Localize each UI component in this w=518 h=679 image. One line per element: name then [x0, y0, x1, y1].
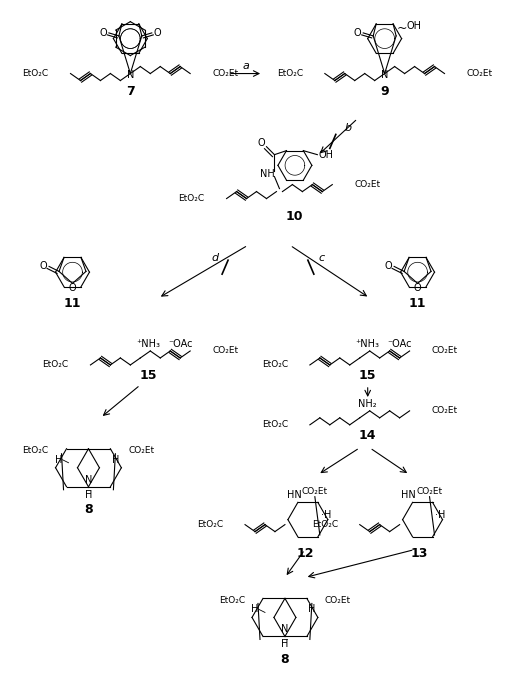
- Text: b: b: [344, 124, 351, 134]
- Text: EtO₂C: EtO₂C: [22, 446, 49, 456]
- Text: EtO₂C: EtO₂C: [262, 361, 288, 369]
- Text: ⁻OAc: ⁻OAc: [168, 339, 193, 349]
- Text: ·H: ·H: [321, 510, 331, 519]
- Text: HN: HN: [286, 490, 301, 500]
- Text: 8: 8: [281, 653, 289, 666]
- Text: CO₂Et: CO₂Et: [431, 346, 458, 356]
- Text: O: O: [154, 28, 162, 38]
- Text: ⁻OAc: ⁻OAc: [387, 339, 412, 349]
- Text: 15: 15: [359, 369, 377, 382]
- Text: 11: 11: [409, 297, 426, 310]
- Text: 11: 11: [64, 297, 81, 310]
- Text: CO₂Et: CO₂Et: [302, 488, 328, 496]
- Text: OH: OH: [407, 21, 422, 31]
- Text: EtO₂C: EtO₂C: [219, 596, 245, 605]
- Text: EtO₂C: EtO₂C: [277, 69, 303, 78]
- Text: CO₂Et: CO₂Et: [325, 596, 351, 605]
- Text: ⁺NH₃: ⁺NH₃: [356, 339, 380, 349]
- Text: O: O: [384, 261, 392, 272]
- Text: EtO₂C: EtO₂C: [197, 520, 223, 529]
- Text: 7: 7: [126, 85, 135, 98]
- Text: H: H: [55, 455, 62, 464]
- Text: CO₂Et: CO₂Et: [128, 446, 154, 456]
- Text: H: H: [112, 455, 119, 464]
- Text: H: H: [308, 604, 315, 614]
- Text: H: H: [85, 490, 92, 500]
- Text: ~: ~: [397, 22, 407, 35]
- Text: c: c: [319, 253, 325, 263]
- Text: H: H: [251, 604, 258, 614]
- Text: N: N: [127, 69, 134, 79]
- Text: EtO₂C: EtO₂C: [42, 361, 68, 369]
- Text: O: O: [69, 283, 76, 293]
- Text: NH₂: NH₂: [358, 399, 377, 409]
- Text: ·H: ·H: [435, 510, 445, 519]
- Text: N: N: [281, 625, 289, 634]
- Text: CO₂Et: CO₂Et: [466, 69, 493, 78]
- Text: O: O: [414, 283, 421, 293]
- Text: a: a: [242, 60, 249, 71]
- Text: EtO₂C: EtO₂C: [22, 69, 49, 78]
- Text: O: O: [99, 28, 107, 38]
- Text: 8: 8: [84, 503, 93, 516]
- Text: EtO₂C: EtO₂C: [312, 520, 338, 529]
- Text: ⁺NH₃: ⁺NH₃: [136, 339, 160, 349]
- Text: 13: 13: [411, 547, 428, 560]
- Text: 9: 9: [380, 85, 389, 98]
- Text: NH: NH: [260, 168, 275, 179]
- Text: CO₂Et: CO₂Et: [212, 346, 238, 356]
- Text: 14: 14: [359, 429, 377, 442]
- Text: CO₂Et: CO₂Et: [431, 406, 458, 416]
- Text: 12: 12: [296, 547, 313, 560]
- Text: N: N: [85, 475, 92, 485]
- Text: OH: OH: [319, 149, 334, 160]
- Text: CO₂Et: CO₂Et: [416, 488, 442, 496]
- Text: HN: HN: [401, 490, 416, 500]
- Text: CO₂Et: CO₂Et: [354, 180, 380, 189]
- Text: O: O: [353, 28, 361, 38]
- Text: H: H: [281, 640, 289, 649]
- Text: EtO₂C: EtO₂C: [179, 194, 205, 203]
- Text: 10: 10: [285, 210, 303, 223]
- Text: O: O: [257, 138, 265, 147]
- Text: N: N: [381, 69, 388, 79]
- Text: CO₂Et: CO₂Et: [212, 69, 238, 78]
- Text: 15: 15: [139, 369, 157, 382]
- Text: d: d: [211, 253, 219, 263]
- Text: EtO₂C: EtO₂C: [262, 420, 288, 429]
- Text: O: O: [39, 261, 47, 272]
